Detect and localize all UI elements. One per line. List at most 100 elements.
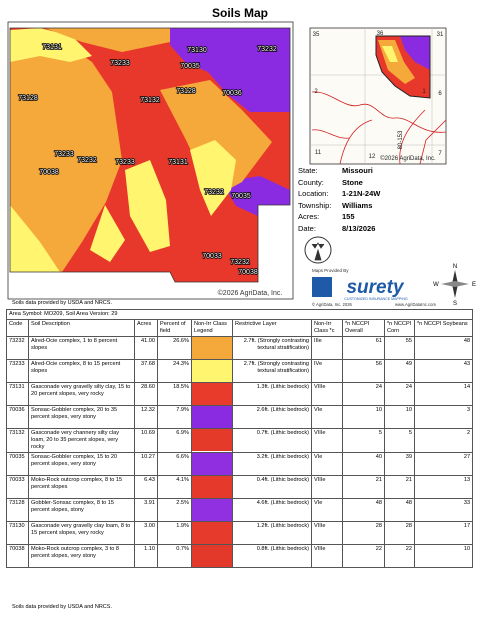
cell: 49 bbox=[384, 358, 415, 383]
info-label: Acres: bbox=[298, 212, 320, 221]
cell: 2.7ft. (Strongly contrasting textural st… bbox=[232, 358, 312, 383]
info-value: Stone bbox=[342, 177, 363, 187]
inset-label: 11 bbox=[315, 150, 322, 156]
cell: 27 bbox=[413, 451, 474, 476]
soil-row: 70035 Sonsac-Gobbler complex, 15 to 20 pe… bbox=[6, 451, 474, 476]
cell: 28 bbox=[384, 520, 415, 545]
cell: 24.3% bbox=[157, 358, 192, 383]
cell: 3.91 bbox=[134, 497, 158, 522]
compass-n: N bbox=[453, 264, 457, 270]
inset-label: 35 bbox=[313, 32, 320, 38]
inset-label: 7 bbox=[438, 151, 442, 157]
cell: 28 bbox=[342, 520, 385, 545]
info-label: Date: bbox=[298, 223, 316, 233]
cell: Sonsac-Gobbler complex, 20 to 35 percent… bbox=[28, 404, 135, 429]
cell: 2.7ft. (Strongly contrasting textural st… bbox=[232, 335, 312, 360]
cell: 28.60 bbox=[134, 381, 158, 406]
info-value: Williams bbox=[342, 200, 373, 210]
area-row: Area Symbol: MO209, Soil Area Version: 2… bbox=[5, 309, 474, 320]
map-label: 70035 bbox=[231, 193, 251, 200]
cell: Moko-Rock outcrop complex, 3 to 8 percen… bbox=[28, 543, 135, 568]
info-value: 1-21N-24W bbox=[342, 189, 381, 198]
soil-row: 73233 Alred-Ocie complex, 8 to 15 percent… bbox=[6, 358, 474, 383]
compass-e: E bbox=[472, 282, 476, 288]
cell: 48 bbox=[342, 497, 385, 522]
legend-cell bbox=[191, 474, 233, 499]
cell: 10 bbox=[384, 404, 415, 429]
cell: Alred-Ocie complex, 8 to 15 percent slop… bbox=[28, 358, 135, 383]
cell: 1.10 bbox=[134, 543, 158, 568]
cell: 6.6% bbox=[157, 451, 192, 476]
cell: 43 bbox=[413, 358, 474, 383]
cell: 39 bbox=[384, 451, 415, 476]
legend-cell bbox=[191, 381, 233, 406]
info-label: State: bbox=[298, 166, 318, 175]
soil-row: 73132 Gasconade very channery silty clay … bbox=[6, 427, 474, 453]
header-row: Code Soil Description Acres Percent of fiel… bbox=[6, 318, 474, 337]
cell: 61 bbox=[342, 335, 385, 360]
info-label: Township: bbox=[298, 200, 332, 210]
cell: 4.1% bbox=[157, 474, 192, 499]
cell: 41.00 bbox=[134, 335, 158, 360]
soil-row: 70033 Moko-Rock outcrop complex, 8 to 15 … bbox=[6, 474, 474, 499]
cell: 55 bbox=[384, 335, 415, 360]
soil-table: Area Symbol: MO209, Soil Area Version: 2… bbox=[5, 309, 474, 568]
cell: VIIIe bbox=[311, 474, 343, 499]
cell: 73128 bbox=[6, 497, 29, 522]
info-value: 155 bbox=[342, 212, 355, 221]
cell: 4.6ft. (Lithic bedrock) bbox=[232, 497, 312, 522]
cell: 6.43 bbox=[134, 474, 158, 499]
title: Soils Map bbox=[211, 6, 268, 20]
brand: surety bbox=[346, 277, 404, 298]
map-label: 73233 bbox=[115, 159, 135, 166]
soil-row: 70036 Sonsac-Gobbler complex, 20 to 35 pe… bbox=[6, 404, 474, 429]
cell: 37.68 bbox=[134, 358, 158, 383]
map-label: 73130 bbox=[187, 47, 207, 54]
cell: 3.00 bbox=[134, 520, 158, 545]
cell: 0.7% bbox=[157, 543, 192, 568]
legend-swatch bbox=[192, 428, 232, 451]
header-cell: *n NCCPI Corn bbox=[384, 318, 415, 337]
cell: 7.9% bbox=[157, 404, 192, 429]
map-label: 73232 bbox=[257, 46, 277, 53]
soil-row: 73128 Gobbler-Sonsac complex, 8 to 15 per… bbox=[6, 497, 474, 522]
cell: 5 bbox=[342, 427, 385, 453]
info-value: 8/13/2026 bbox=[342, 223, 376, 233]
logos: Maps Provided By surety CUSTOMIZED INSUR… bbox=[304, 236, 476, 307]
map-label: 73232 bbox=[77, 157, 97, 164]
cell: 0.4ft. (Lithic bedrock) bbox=[232, 474, 312, 499]
cell: 56 bbox=[342, 358, 385, 383]
map-copyright: ©2026 AgriData, Inc. bbox=[218, 289, 283, 297]
cell: 70036 bbox=[6, 404, 29, 429]
cell: 0.7ft. (Lithic bedrock) bbox=[232, 427, 312, 453]
cell: 1.9% bbox=[157, 520, 192, 545]
cell: Gasconade very channery silty clay loam,… bbox=[28, 427, 135, 453]
soil-row: 70038 Moko-Rock outcrop complex, 3 to 8 p… bbox=[6, 543, 474, 568]
legend-cell bbox=[191, 358, 233, 383]
cell: 26.6% bbox=[157, 335, 192, 360]
soil-map bbox=[10, 28, 290, 282]
cell: 22 bbox=[342, 543, 385, 568]
cell: Gasconade very gravelly silty clay, 15 t… bbox=[28, 381, 135, 406]
cell: 6.9% bbox=[157, 427, 192, 453]
cell: 2.6ft. (Lithic bedrock) bbox=[232, 404, 312, 429]
cell: 1.2ft. (Lithic bedrock) bbox=[232, 520, 312, 545]
cell: Sonsac-Gobbler complex, 15 to 20 percent… bbox=[28, 451, 135, 476]
header-cell: Restrictive Layer bbox=[232, 318, 312, 337]
map-label: 73233 bbox=[54, 151, 74, 158]
map-label: 73131 bbox=[168, 159, 188, 166]
source-note: Soils data provided by USDA and NRCS. bbox=[12, 604, 112, 610]
cell: 70033 bbox=[6, 474, 29, 499]
inset-label: 31 bbox=[437, 32, 444, 38]
cell: 21 bbox=[342, 474, 385, 499]
header-cell: Non-Irr Class Legend bbox=[191, 318, 233, 337]
soil-row: 73130 Gasconade very gravelly clay loam, … bbox=[6, 520, 474, 545]
header-cell: Code bbox=[6, 318, 29, 337]
legend-swatch bbox=[192, 452, 232, 475]
inset-label: 36 bbox=[377, 31, 384, 37]
legend-cell bbox=[191, 451, 233, 476]
cell: 13 bbox=[413, 474, 474, 499]
cell: 48 bbox=[384, 497, 415, 522]
map-labels: 73131 73233 73130 73232 70035 73128 7003… bbox=[17, 43, 277, 277]
